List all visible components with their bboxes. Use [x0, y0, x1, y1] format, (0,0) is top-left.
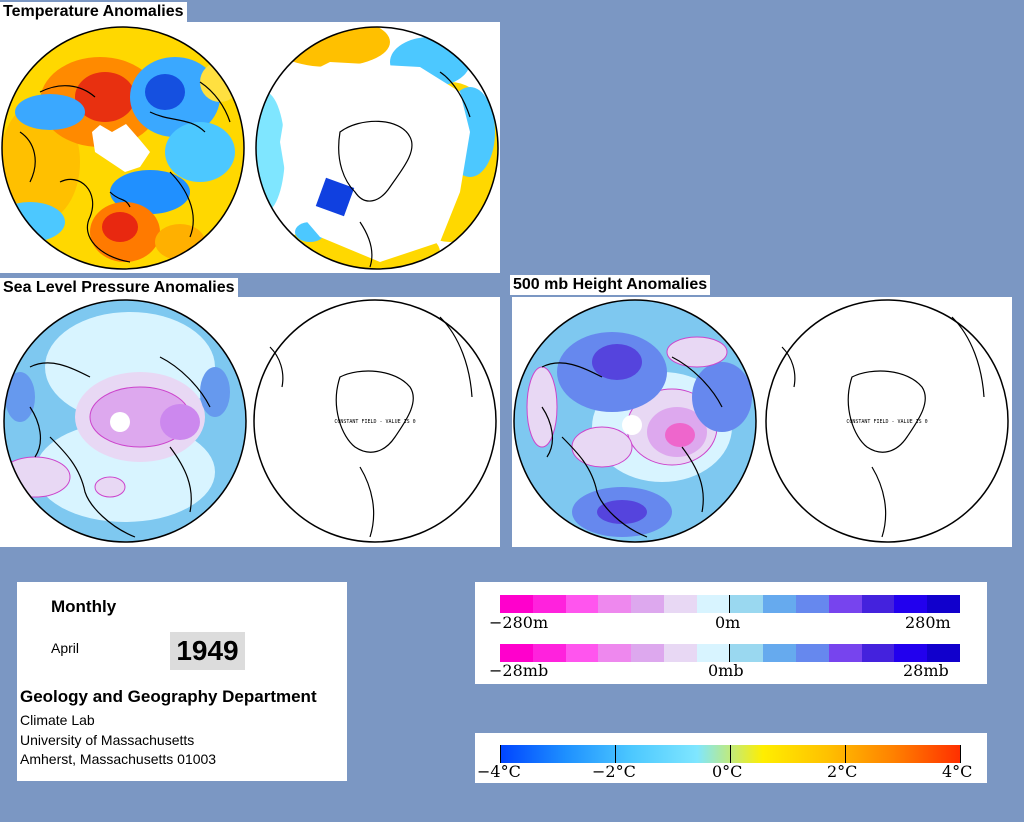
color-swatch — [631, 595, 664, 613]
pressure-scale-max: 28mb — [903, 661, 949, 680]
info-line: Amherst, Massachusetts 01003 — [20, 751, 217, 767]
pressure-scale-min: −28mb — [489, 661, 549, 680]
temperature-south-map — [256, 27, 498, 269]
temp-tick — [615, 745, 616, 763]
temp-tick — [845, 745, 846, 763]
temp-scale-label: 4°C — [942, 762, 973, 781]
year-label: 1949 — [170, 632, 245, 670]
color-swatch — [696, 595, 730, 613]
color-swatch — [894, 595, 928, 613]
color-swatch — [598, 644, 632, 662]
color-swatch — [565, 595, 599, 613]
color-swatch — [927, 644, 960, 662]
pressure-scale-zero: 0mb — [708, 661, 744, 680]
period-label: Monthly — [51, 597, 117, 616]
color-swatch — [663, 595, 697, 613]
department-label: Geology and Geography Department — [20, 687, 317, 706]
color-swatch — [500, 595, 533, 613]
color-swatch — [763, 595, 797, 613]
color-swatch — [796, 644, 829, 662]
height-color-bar — [500, 595, 960, 613]
height-panel-title: 500 mb Height Anomalies — [510, 275, 711, 295]
color-swatch — [532, 595, 566, 613]
color-swatch — [828, 595, 862, 613]
temperature-legend: −4°C −2°C 0°C 2°C 4°C — [475, 733, 987, 783]
color-swatch — [894, 644, 928, 662]
color-swatch — [696, 644, 730, 662]
height-constant-field-note: CONSTANT FIELD - VALUE IS 0 — [846, 419, 927, 425]
color-swatch — [565, 644, 599, 662]
info-box: Monthly April 1949 Geology and Geography… — [17, 582, 347, 781]
color-swatch — [861, 644, 895, 662]
temp-tick — [730, 745, 731, 763]
color-swatch — [927, 595, 960, 613]
temp-scale-label: 0°C — [712, 762, 743, 781]
temp-tick — [960, 745, 961, 763]
height-north-map — [514, 300, 756, 542]
temperature-panel-title: Temperature Anomalies — [0, 2, 187, 22]
color-swatch — [631, 644, 664, 662]
slp-south-map: CONSTANT FIELD - VALUE IS 0 — [253, 299, 497, 543]
slp-anomaly-maps: CONSTANT FIELD - VALUE IS 0 — [0, 297, 500, 547]
height-scale-min: −280m — [489, 613, 549, 632]
height-pressure-legend: −280m 0m 280m −28mb 0mb 28mb — [475, 582, 987, 684]
height-anomaly-maps: CONSTANT FIELD - VALUE IS 0 — [512, 297, 1012, 547]
slp-north-map — [4, 300, 246, 542]
color-swatch — [763, 644, 797, 662]
color-swatch — [729, 644, 764, 662]
temperature-north-map — [2, 27, 244, 269]
month-label: April — [51, 640, 80, 656]
temperature-anomaly-maps — [0, 22, 500, 273]
pressure-color-bar — [500, 644, 960, 662]
info-line: University of Massachusetts — [20, 732, 195, 748]
color-swatch — [828, 644, 862, 662]
color-swatch — [796, 595, 829, 613]
color-swatch — [532, 644, 566, 662]
temperature-color-bar — [500, 745, 961, 763]
color-swatch — [663, 644, 697, 662]
slp-constant-field-note: CONSTANT FIELD - VALUE IS 0 — [334, 419, 415, 425]
info-line: Climate Lab — [20, 712, 95, 728]
color-swatch — [729, 595, 764, 613]
color-swatch — [861, 595, 895, 613]
slp-panel-title: Sea Level Pressure Anomalies — [0, 278, 238, 298]
temp-scale-label: −4°C — [477, 762, 521, 781]
color-swatch — [598, 595, 632, 613]
temp-scale-label: −2°C — [592, 762, 636, 781]
height-south-map: CONSTANT FIELD - VALUE IS 0 — [765, 299, 1009, 543]
height-scale-zero: 0m — [715, 613, 741, 632]
temp-tick — [500, 745, 501, 763]
height-scale-max: 280m — [905, 613, 951, 632]
temp-scale-label: 2°C — [827, 762, 858, 781]
color-swatch — [500, 644, 533, 662]
